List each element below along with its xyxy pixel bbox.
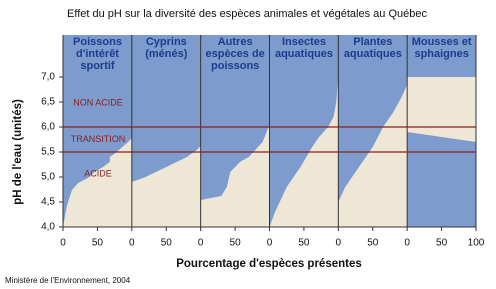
x-axis-label: Pourcentage d'espèces présentes <box>176 258 362 270</box>
x-tick-label: 0 <box>336 238 342 249</box>
panel-header: Autres espèces de poissons <box>205 36 265 72</box>
header-background <box>63 35 132 77</box>
panel-header: Cyprins (ménés) <box>145 36 188 60</box>
source: Ministère de l'Environnement, 2004 <box>5 276 131 285</box>
x-tick-label: 0 <box>60 238 66 249</box>
chart-title: Effet du pH sur la diversité des espèces… <box>67 8 427 20</box>
y-tick-label: 7,0 <box>41 72 55 83</box>
header-background <box>407 35 476 77</box>
zone-label: TRANSITION <box>71 134 126 144</box>
x-tick-label: 50 <box>161 238 173 249</box>
y-tick-label: 4,5 <box>41 197 55 208</box>
x-tick-label: 0 <box>129 238 135 249</box>
y-tick-label: 4,0 <box>41 222 55 233</box>
x-tick-label: 50 <box>92 238 104 249</box>
present-area <box>338 77 408 227</box>
x-tick-label: 0 <box>198 238 204 249</box>
header-background <box>338 35 408 77</box>
x-tick-label: 0 <box>267 238 273 249</box>
y-tick-label: 5,0 <box>41 172 55 183</box>
header-background <box>131 35 201 77</box>
x-tick-label: 50 <box>436 238 448 249</box>
zone-label: NON ACIDE <box>73 97 123 107</box>
y-axis-label: pH de l'eau (unités) <box>12 99 24 205</box>
panel-header: Poissons d'intérêt sportif <box>73 36 122 72</box>
zone-label: ACIDE <box>84 168 112 178</box>
panel-header: Mousses et sphaignes <box>411 36 472 60</box>
x-tick-label: 50 <box>367 238 379 249</box>
present-area <box>407 132 476 227</box>
panel-header: Plantes aquatiques <box>343 36 402 60</box>
y-tick-label: 5,5 <box>41 147 55 158</box>
panel-header: Insectes aquatiques <box>274 36 334 60</box>
y-tick-label: 6,5 <box>41 97 55 108</box>
header-background <box>200 35 270 77</box>
x-tick-label: 0 <box>404 238 410 249</box>
header-background <box>269 35 339 77</box>
x-tick-label: 50 <box>230 238 242 249</box>
x-tick-label: 100 <box>468 238 485 249</box>
y-tick-label: 6,0 <box>41 122 55 133</box>
x-tick-label: 50 <box>298 238 310 249</box>
